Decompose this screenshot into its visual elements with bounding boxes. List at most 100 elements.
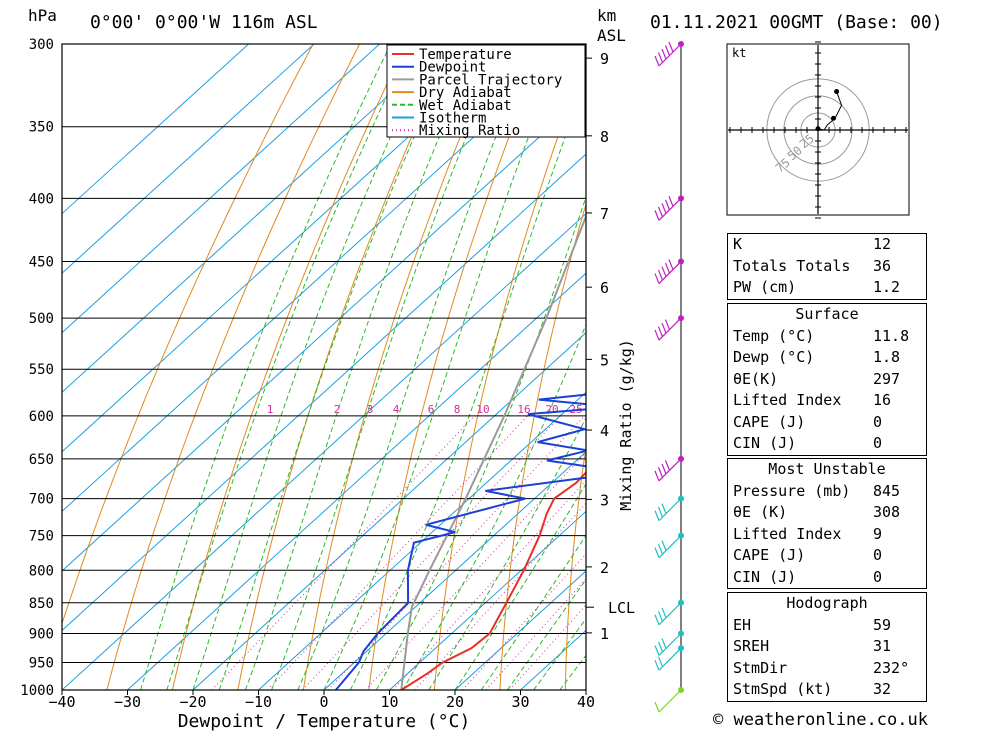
x-tick-label: −40 bbox=[48, 693, 75, 711]
pressure-tick-label: 600 bbox=[29, 409, 54, 425]
index-key: Lifted Index bbox=[733, 390, 841, 412]
km-label: km bbox=[597, 6, 616, 25]
km-tick-label: 6 bbox=[600, 279, 609, 297]
index-value: 12 bbox=[873, 234, 891, 256]
wind-barb-feather bbox=[666, 320, 670, 330]
index-value: 36 bbox=[873, 256, 891, 278]
index-key: Pressure (mb) bbox=[733, 481, 850, 503]
km-tick-label: 2 bbox=[600, 559, 609, 577]
x-tick-label: 20 bbox=[446, 693, 464, 711]
wind-barb-feather bbox=[662, 608, 666, 618]
most-unstable-table: Most Unstable Pressure (mb) 845 θE (K) 308… bbox=[727, 458, 927, 589]
isotherm-line bbox=[0, 44, 380, 690]
wind-barb-feather bbox=[662, 267, 666, 277]
index-row: Lifted Index 9 bbox=[728, 524, 926, 546]
mixing-ratio-axis-title: Mixing Ratio (g/kg) bbox=[617, 339, 635, 511]
index-value: 0 bbox=[873, 433, 882, 455]
index-row: CAPE (J)0 bbox=[728, 545, 926, 567]
index-value: 845 bbox=[873, 481, 900, 503]
index-key: θE(K) bbox=[733, 369, 778, 391]
km-tick-label: 9 bbox=[600, 50, 609, 68]
index-row: Pressure (mb) 845 bbox=[728, 481, 926, 503]
mixing-ratio-label: 6 bbox=[428, 403, 435, 416]
wind-barb-feather bbox=[666, 263, 670, 273]
index-value: 32 bbox=[873, 679, 891, 701]
index-value: 0 bbox=[873, 567, 882, 589]
x-axis-title: Dewpoint / Temperature (°C) bbox=[178, 711, 471, 732]
wind-barb-shaft bbox=[659, 318, 681, 340]
x-tick-label: −30 bbox=[114, 693, 141, 711]
index-value: 1.8 bbox=[873, 347, 900, 369]
index-key: StmSpd (kt) bbox=[733, 679, 832, 701]
km-tick-label: 4 bbox=[600, 422, 609, 440]
wind-barb-feather bbox=[662, 323, 666, 333]
index-value: 16 bbox=[873, 390, 891, 412]
wind-barb-feather bbox=[662, 504, 666, 514]
index-key: CIN (J) bbox=[733, 433, 796, 455]
wind-barb-feather bbox=[662, 541, 666, 551]
wind-barb-shaft bbox=[659, 690, 681, 712]
wind-barb-shaft bbox=[659, 44, 681, 66]
dry-adiabat-line bbox=[930, 44, 963, 690]
km-tick-label: 1 bbox=[600, 625, 609, 643]
index-key: CAPE (J) bbox=[733, 412, 805, 434]
wet-adiabat-line bbox=[429, 44, 741, 690]
wind-barb-feather bbox=[666, 460, 670, 470]
wind-barb-feather bbox=[655, 210, 659, 220]
pressure-tick-label: 300 bbox=[29, 37, 54, 53]
wind-barb-feather bbox=[655, 615, 659, 625]
hodograph-unit: kt bbox=[732, 46, 746, 60]
legend-label: Mixing Ratio bbox=[419, 123, 520, 139]
x-tick-label: 30 bbox=[511, 693, 529, 711]
wind-barb-feather bbox=[666, 46, 670, 56]
wind-barb-feather bbox=[659, 327, 663, 337]
index-row: CIN (J) 0 bbox=[728, 433, 926, 455]
mixing-ratio-label: 1 bbox=[267, 403, 274, 416]
wind-barb-feather bbox=[655, 660, 659, 670]
index-value: 308 bbox=[873, 502, 900, 524]
wind-barb-feather bbox=[662, 638, 666, 648]
most-unstable-title: Most Unstable bbox=[728, 459, 926, 481]
wind-profile bbox=[655, 41, 684, 712]
wet-adiabat-line bbox=[141, 44, 391, 690]
index-key: Lifted Index bbox=[733, 524, 841, 546]
wind-barb-feather bbox=[659, 53, 663, 63]
pressure-tick-label: 500 bbox=[29, 311, 54, 327]
wet-adiabat-line bbox=[350, 44, 600, 690]
km-tick-label: 7 bbox=[600, 205, 609, 223]
wind-barb-shaft bbox=[659, 262, 681, 284]
wind-barb-feather bbox=[666, 200, 670, 210]
index-key: PW (cm) bbox=[733, 277, 796, 299]
wet-adiabat-line bbox=[324, 44, 565, 690]
index-row: θE (K) 308 bbox=[728, 502, 926, 524]
index-key: Temp (°C) bbox=[733, 326, 814, 348]
wind-barb-feather bbox=[669, 260, 673, 270]
wind-barb-feather bbox=[655, 56, 659, 66]
wind-barb-feather bbox=[655, 471, 659, 481]
footer-credit[interactable]: © weatheronline.co.uk bbox=[713, 710, 928, 730]
wind-barb-shaft bbox=[659, 459, 681, 481]
km-tick-label: 8 bbox=[600, 128, 609, 146]
index-row: CAPE (J)0 bbox=[728, 412, 926, 434]
location-title: 0°00' 0°00'W 116m ASL bbox=[90, 12, 318, 33]
mixing-ratio-label: 3 bbox=[367, 403, 374, 416]
storm-motion-marker bbox=[831, 116, 836, 121]
index-row: Lifted Index 16 bbox=[728, 390, 926, 412]
x-tick-label: −20 bbox=[179, 693, 206, 711]
index-key: θE (K) bbox=[733, 502, 787, 524]
index-value: 9 bbox=[873, 524, 882, 546]
wet-adiabat-line bbox=[167, 44, 412, 690]
km-tick-label: 3 bbox=[600, 491, 609, 509]
index-key: StmDir bbox=[733, 658, 787, 680]
mixing-ratio-line bbox=[365, 416, 619, 690]
index-value: 31 bbox=[873, 636, 891, 658]
wind-barb-shaft bbox=[659, 603, 681, 625]
